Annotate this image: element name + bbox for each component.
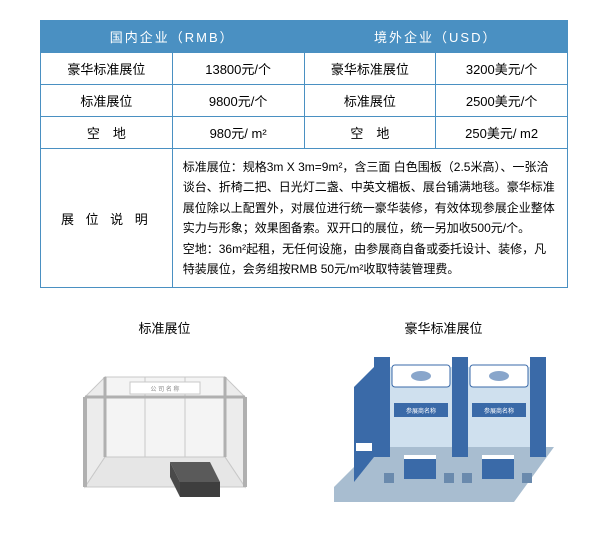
figures-row: 标准展位 公 司 名 称 bbox=[40, 318, 568, 507]
price-cell: 250美元/ m2 bbox=[436, 117, 568, 149]
price-cell: 标准展位 bbox=[41, 85, 173, 117]
price-cell: 9800元/个 bbox=[172, 85, 304, 117]
header-foreign: 境外企业（USD） bbox=[304, 21, 568, 53]
luxury-booth-render: 参展商名称 参展商名称 bbox=[334, 347, 554, 507]
price-cell: 3200美元/个 bbox=[436, 53, 568, 85]
svg-text:参展商名称: 参展商名称 bbox=[483, 407, 513, 415]
price-cell: 标准展位 bbox=[304, 85, 436, 117]
svg-text:参展商名称: 参展商名称 bbox=[405, 407, 435, 415]
price-row: 空 地980元/ m²空 地250美元/ m2 bbox=[41, 117, 568, 149]
price-row: 豪华标准展位13800元/个豪华标准展位3200美元/个 bbox=[41, 53, 568, 85]
fig-luxury-title: 豪华标准展位 bbox=[319, 318, 568, 337]
header-domestic: 国内企业（RMB） bbox=[41, 21, 305, 53]
price-cell: 2500美元/个 bbox=[436, 85, 568, 117]
price-cell: 980元/ m² bbox=[172, 117, 304, 149]
pricing-table: 国内企业（RMB） 境外企业（USD） 豪华标准展位13800元/个豪华标准展位… bbox=[40, 20, 568, 288]
price-cell: 豪华标准展位 bbox=[304, 53, 436, 85]
price-cell: 空 地 bbox=[41, 117, 173, 149]
fig-standard: 标准展位 公 司 名 称 bbox=[40, 318, 289, 507]
fig-standard-title: 标准展位 bbox=[40, 318, 289, 337]
desc-text: 标准展位：规格3m X 3m=9m²，含三面 白色围板（2.5米高）、一张洽谈台… bbox=[172, 149, 567, 288]
price-cell: 豪华标准展位 bbox=[41, 53, 173, 85]
price-cell: 空 地 bbox=[304, 117, 436, 149]
fig-luxury: 豪华标准展位 参展商名称 参展商名称 bbox=[319, 318, 568, 507]
svg-text:公 司 名 称: 公 司 名 称 bbox=[150, 385, 179, 393]
desc-label: 展 位 说 明 bbox=[41, 149, 173, 288]
price-cell: 13800元/个 bbox=[172, 53, 304, 85]
price-row: 标准展位9800元/个标准展位2500美元/个 bbox=[41, 85, 568, 117]
standard-booth-render: 公 司 名 称 bbox=[75, 347, 255, 507]
